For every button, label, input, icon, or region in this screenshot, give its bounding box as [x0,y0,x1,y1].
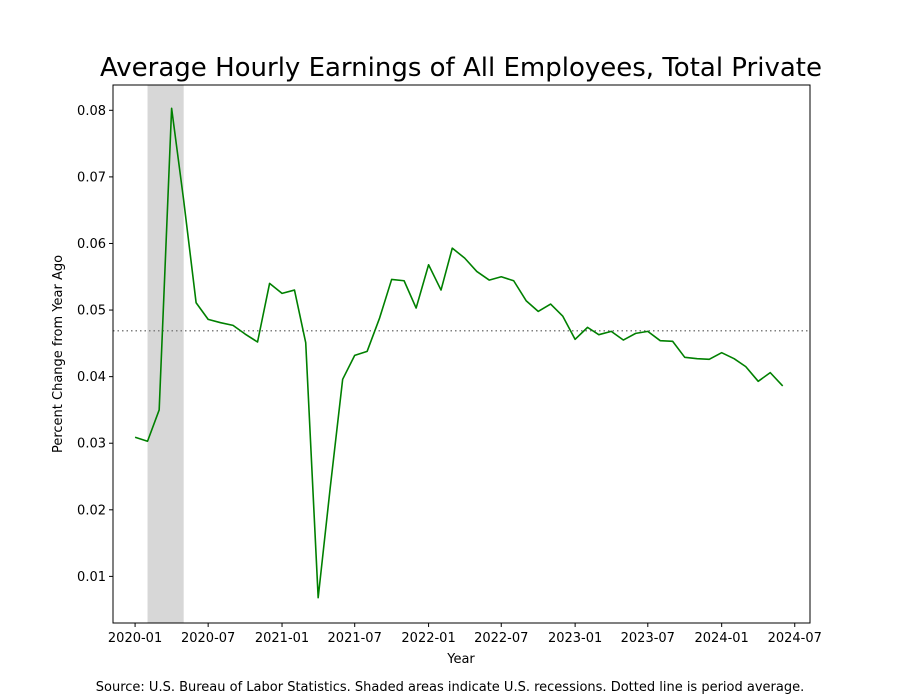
x-tick-label: 2022-01 [401,631,455,646]
x-tick-label: 2024-01 [695,631,749,646]
series-line [134,107,784,599]
x-tick-label: 2024-07 [768,631,822,646]
y-tick-label: 0.07 [77,170,106,185]
y-tick-label: 0.08 [77,104,106,119]
recession-band [147,85,184,623]
y-axis: 0.01 0.02 0.03 0.04 0.05 0.06 0.07 0.08 [77,104,113,585]
y-tick-label: 0.06 [77,237,106,252]
x-tick-label: 2022-07 [474,631,528,646]
x-tick-label: 2023-01 [548,631,602,646]
y-tick-label: 0.03 [77,437,106,452]
x-tick-label: 2020-07 [181,631,235,646]
y-tick-label: 0.05 [77,304,106,319]
chart-title: Average Hourly Earnings of All Employees… [100,53,822,83]
y-axis-label: Percent Change from Year Ago [51,255,66,453]
source-note: Source: U.S. Bureau of Labor Statistics.… [95,680,805,695]
x-tick-label: 2021-07 [328,631,382,646]
x-axis: 2020-01 2020-07 2021-01 2021-07 2022-01 2022-… [108,623,822,646]
y-tick-label: 0.01 [77,570,106,585]
x-tick-label: 2023-07 [621,631,675,646]
y-tick-label: 0.04 [77,370,106,385]
x-axis-label: Year [446,652,475,667]
plot-frame [112,84,811,624]
x-tick-label: 2021-01 [255,631,309,646]
plot-area [113,85,810,623]
y-tick-label: 0.02 [77,503,106,518]
x-tick-label: 2020-01 [108,631,162,646]
